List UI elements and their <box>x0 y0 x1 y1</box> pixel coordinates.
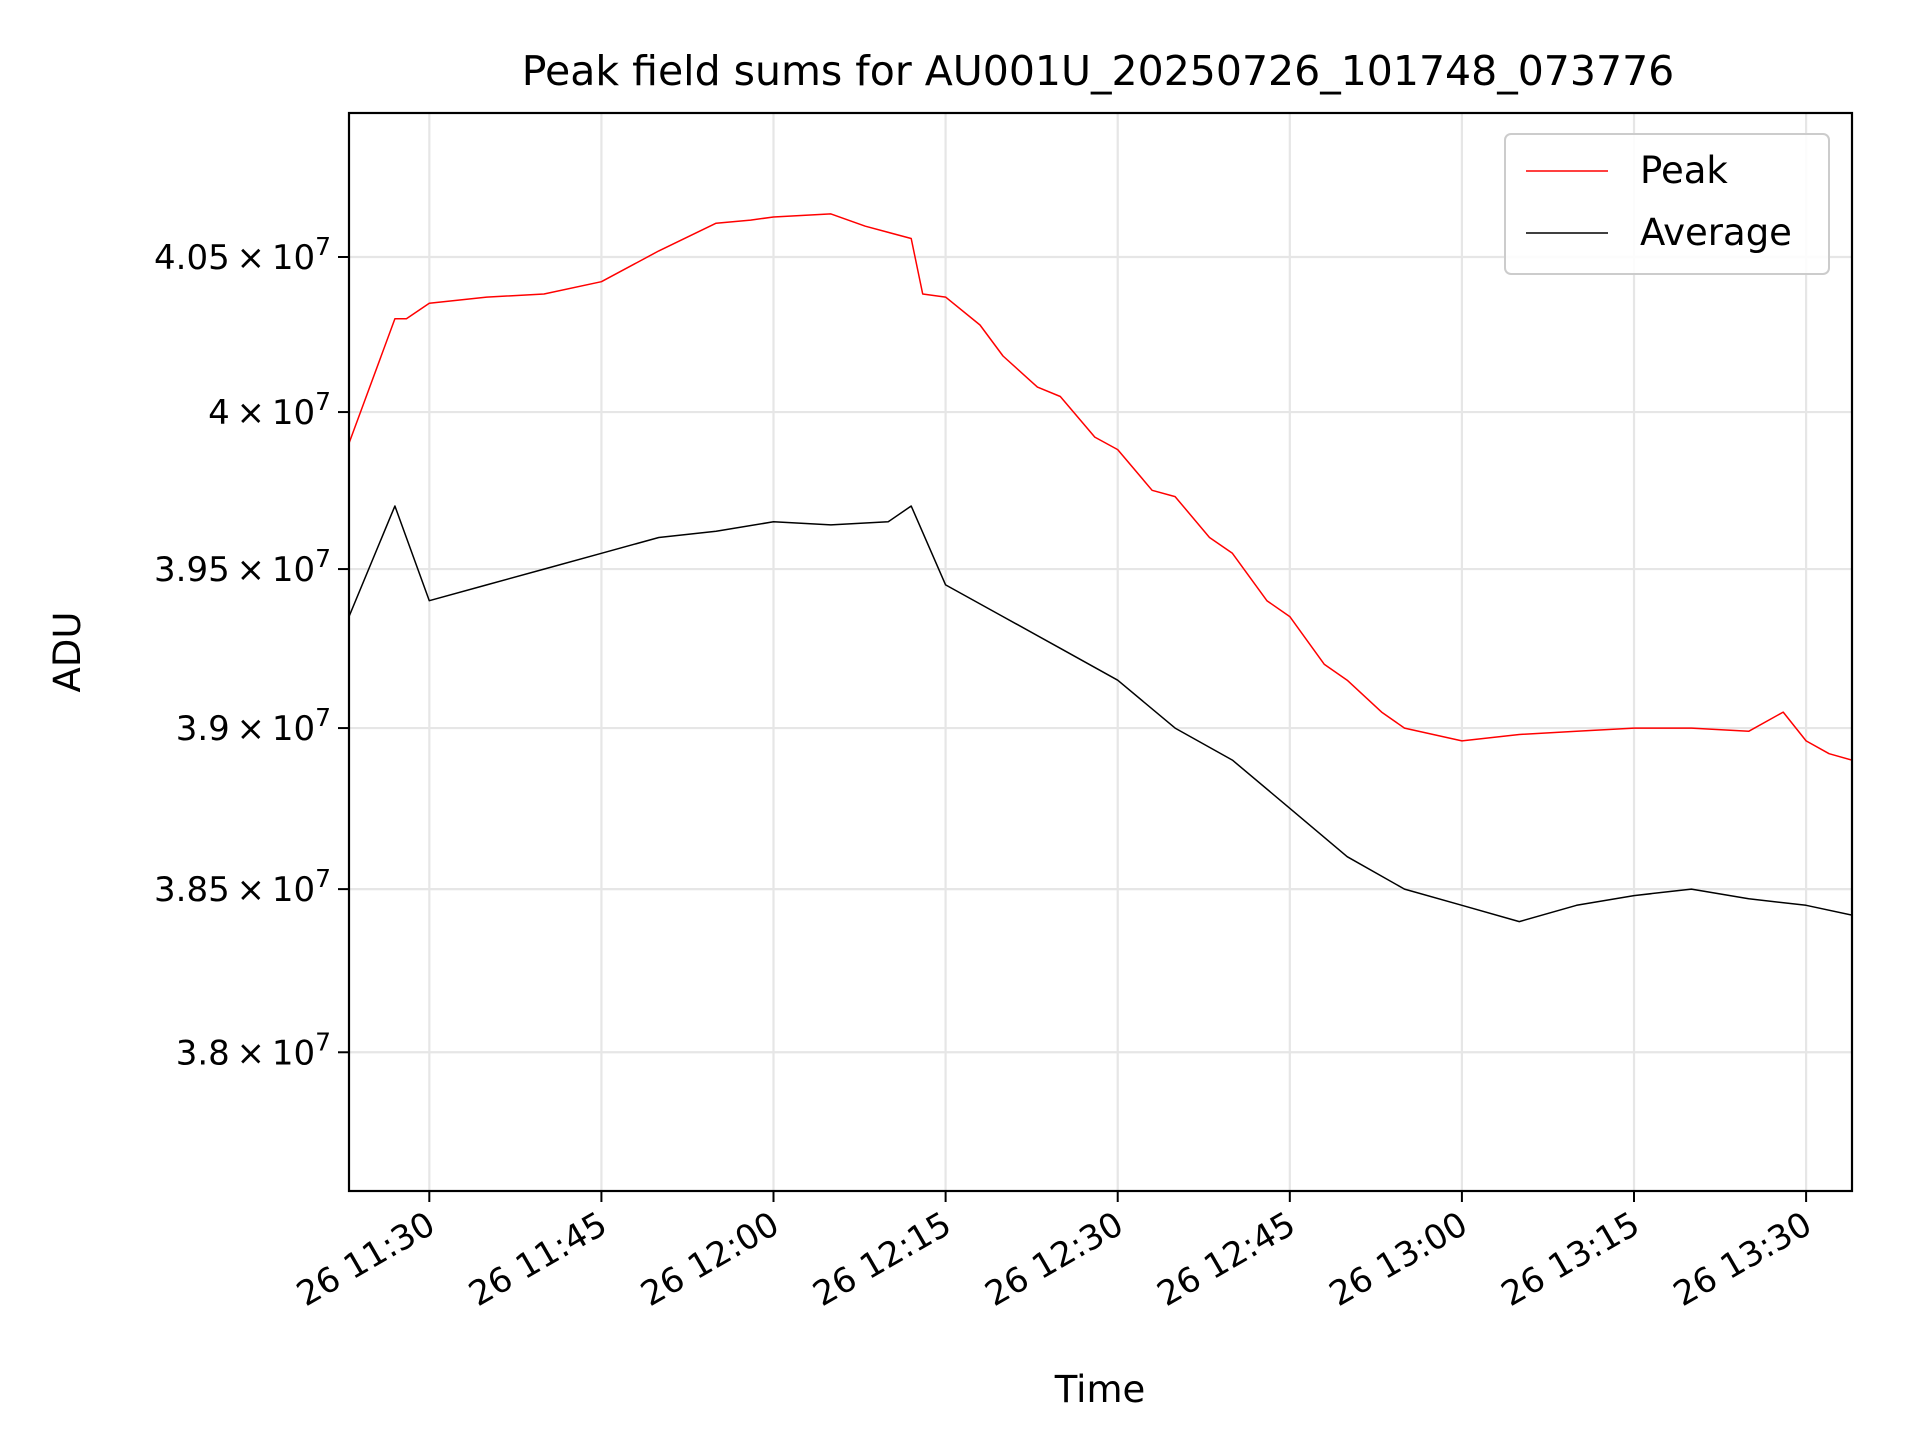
legend-label-average: Average <box>1640 211 1792 254</box>
series-line-average <box>349 505 1852 923</box>
legend: Peak Average <box>1504 133 1830 275</box>
x-tick-label: 26 12:15 <box>806 1204 958 1315</box>
x-tick-label: 26 12:45 <box>1151 1204 1303 1315</box>
x-tick-label: 26 13:15 <box>1495 1204 1647 1315</box>
x-tick-label: 26 13:30 <box>1667 1204 1819 1315</box>
y-tick-label: 3.95 × 107 <box>154 544 331 590</box>
x-tick-label: 26 12:30 <box>979 1204 1131 1315</box>
legend-label-peak: Peak <box>1640 149 1728 192</box>
y-axis: 3.8 × 107 3.85 × 107 3.9 × 107 3.95 × 107 4 … <box>154 232 349 1073</box>
x-axis: 26 11:30 26 11:45 26 12:00 26 12:15 26 12:30… <box>290 1191 1819 1315</box>
y-tick-label: 3.9 × 107 <box>176 703 331 749</box>
y-tick-label: 3.85 × 107 <box>154 864 331 910</box>
x-tick-label: 26 12:00 <box>634 1204 786 1315</box>
legend-box <box>1504 133 1830 275</box>
y-tick-label: 4 × 107 <box>208 387 331 433</box>
y-tick-label: 4.05 × 107 <box>154 232 331 278</box>
series-layer <box>349 213 1852 923</box>
x-tick-label: 26 13:00 <box>1323 1204 1475 1315</box>
grid-lines <box>349 113 1852 1191</box>
chart-title: Peak field sums for AU001U_20250726_1017… <box>522 47 1675 95</box>
series-line-peak <box>349 213 1852 761</box>
x-axis-label: Time <box>1054 1368 1146 1411</box>
plot-frame <box>347 111 1854 1193</box>
y-axis-label: ADU <box>46 612 89 693</box>
y-tick-label: 3.8 × 107 <box>176 1027 331 1073</box>
x-tick-label: 26 11:45 <box>462 1204 614 1315</box>
x-tick-label: 26 11:30 <box>290 1204 442 1315</box>
